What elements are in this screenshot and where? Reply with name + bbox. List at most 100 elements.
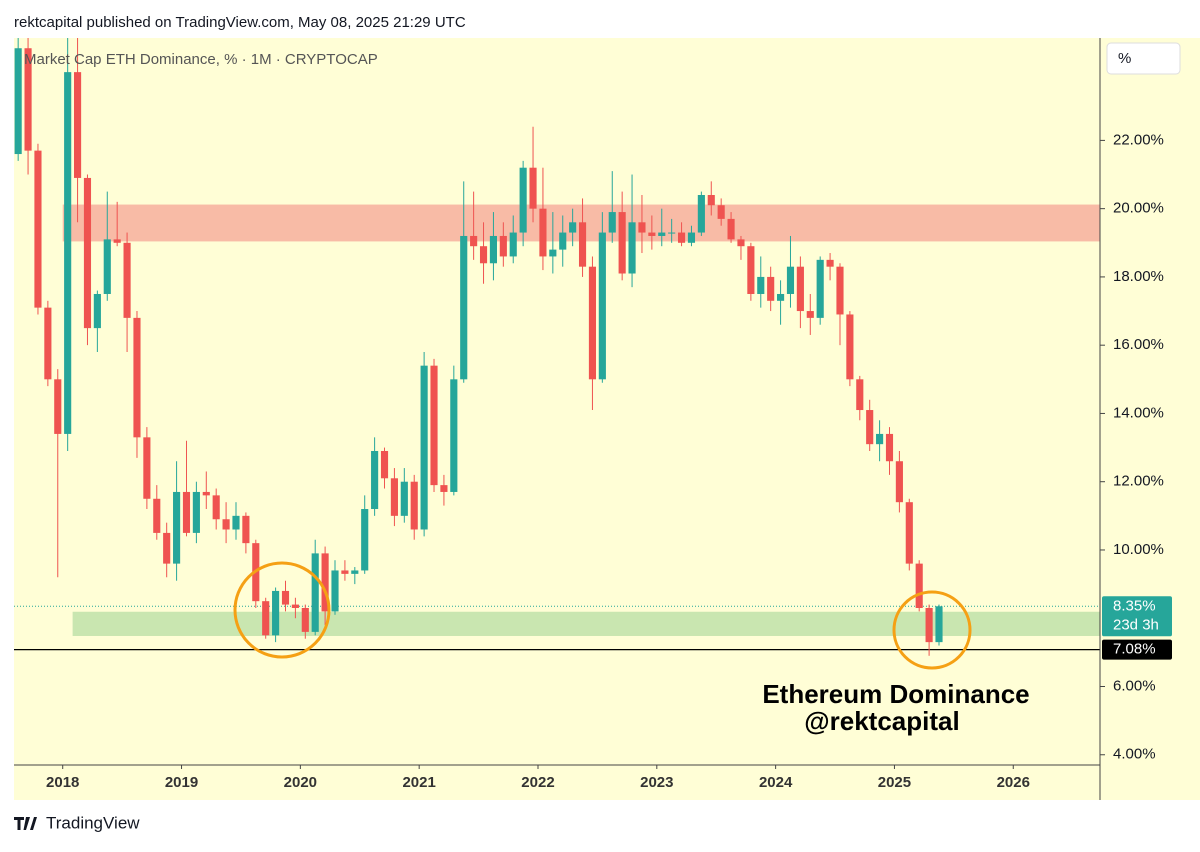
- candle-body: [697, 195, 705, 233]
- candle-body: [757, 276, 765, 294]
- x-tick-label: 2025: [878, 774, 911, 791]
- candle-body: [687, 232, 696, 243]
- candle-body: [301, 607, 309, 632]
- candle-body: [361, 509, 369, 571]
- candle-body: [598, 232, 606, 380]
- candle-body: [786, 266, 795, 294]
- y-tick-label: 14.00%: [1113, 404, 1164, 421]
- candle-body: [460, 235, 468, 380]
- y-tick-label: 22.00%: [1113, 131, 1164, 148]
- candle-body: [648, 232, 656, 236]
- brand: TradingView: [46, 813, 140, 832]
- candle-body: [826, 259, 834, 267]
- candle-body: [836, 266, 844, 315]
- candle-body: [747, 246, 755, 294]
- candle-body: [668, 232, 676, 234]
- candle-body: [34, 150, 42, 308]
- candle-body: [588, 266, 597, 380]
- y-tick-label: 16.00%: [1113, 336, 1164, 353]
- candle-body: [767, 276, 775, 301]
- candle-body: [479, 246, 488, 264]
- candle-body: [569, 222, 577, 233]
- candle-body: [103, 239, 111, 294]
- y-tick-label: 6.00%: [1113, 677, 1156, 694]
- countdown-label: 23d 3h: [1113, 616, 1159, 633]
- candle-body: [390, 478, 398, 516]
- zone: [72, 611, 1100, 636]
- candle-body: [796, 266, 804, 312]
- y-tick-label: 10.00%: [1113, 541, 1164, 558]
- candle-body: [93, 293, 101, 329]
- candle-body: [232, 515, 240, 530]
- candle-body: [281, 590, 290, 605]
- y-tick-label: 20.00%: [1113, 200, 1164, 217]
- candle-body: [489, 235, 497, 264]
- candle-body: [291, 604, 299, 608]
- candle-body: [509, 232, 517, 257]
- candle-body: [222, 519, 230, 530]
- candle-body: [519, 167, 527, 233]
- candle-body: [895, 461, 903, 503]
- candle-body: [54, 379, 62, 434]
- candle-body: [628, 222, 636, 274]
- x-tick-label: 2021: [402, 774, 435, 791]
- candle-body: [113, 239, 121, 243]
- candle-body: [727, 218, 735, 240]
- chart-background: [14, 38, 1200, 800]
- annotation: Ethereum Dominance: [762, 679, 1029, 709]
- candle-body: [905, 502, 913, 564]
- candle-body: [608, 212, 616, 233]
- candle-body: [470, 235, 478, 247]
- level-label: 7.08%: [1113, 641, 1156, 658]
- candle-body: [866, 410, 874, 445]
- x-tick-label: 2023: [640, 774, 673, 791]
- candle-body: [856, 379, 864, 411]
- candle-body: [163, 532, 171, 564]
- candle-body: [539, 208, 547, 257]
- candle-body: [380, 450, 389, 479]
- unit-box[interactable]: [1106, 42, 1181, 75]
- candle-body: [400, 481, 408, 516]
- candle-body: [173, 491, 181, 564]
- candle-body: [846, 314, 854, 380]
- candle-body: [262, 601, 270, 636]
- candle-body: [499, 235, 507, 257]
- candle-body: [777, 293, 785, 301]
- candle-body: [64, 72, 72, 434]
- y-tick-label: 4.00%: [1113, 746, 1156, 763]
- last-price-label: 8.35%: [1113, 597, 1156, 614]
- candle-body: [321, 553, 329, 612]
- candle-body: [549, 249, 557, 257]
- candle-body: [915, 563, 923, 608]
- candle-body: [420, 365, 428, 530]
- candle-body: [559, 232, 567, 250]
- level-tag: [1102, 639, 1172, 660]
- candle-body: [143, 437, 151, 499]
- candle-body: [430, 365, 438, 486]
- candle-body: [816, 259, 824, 318]
- last-price-tag: [1102, 596, 1172, 637]
- highlight-circle: [233, 561, 331, 659]
- candle-body: [24, 48, 32, 151]
- header: rektcapital published on TradingView.com…: [14, 14, 466, 31]
- candle-body: [876, 433, 884, 445]
- candle-body: [182, 491, 191, 533]
- x-tick-label: 2019: [165, 774, 198, 791]
- x-tick-label: 2020: [284, 774, 317, 791]
- candle-body: [935, 606, 943, 643]
- x-tick-label: 2024: [759, 774, 793, 791]
- candle-body: [311, 553, 319, 632]
- candle-body: [410, 481, 418, 530]
- candle-body: [677, 232, 686, 243]
- candle-body: [331, 570, 339, 612]
- candle-body: [74, 72, 82, 178]
- candle-body: [212, 495, 220, 520]
- candle-body: [450, 379, 458, 492]
- candle-body: [192, 491, 200, 533]
- candle-body: [885, 433, 894, 462]
- candle-body: [123, 242, 131, 318]
- candle-body: [707, 195, 715, 206]
- candle-body: [440, 485, 448, 492]
- candle-body: [341, 570, 349, 574]
